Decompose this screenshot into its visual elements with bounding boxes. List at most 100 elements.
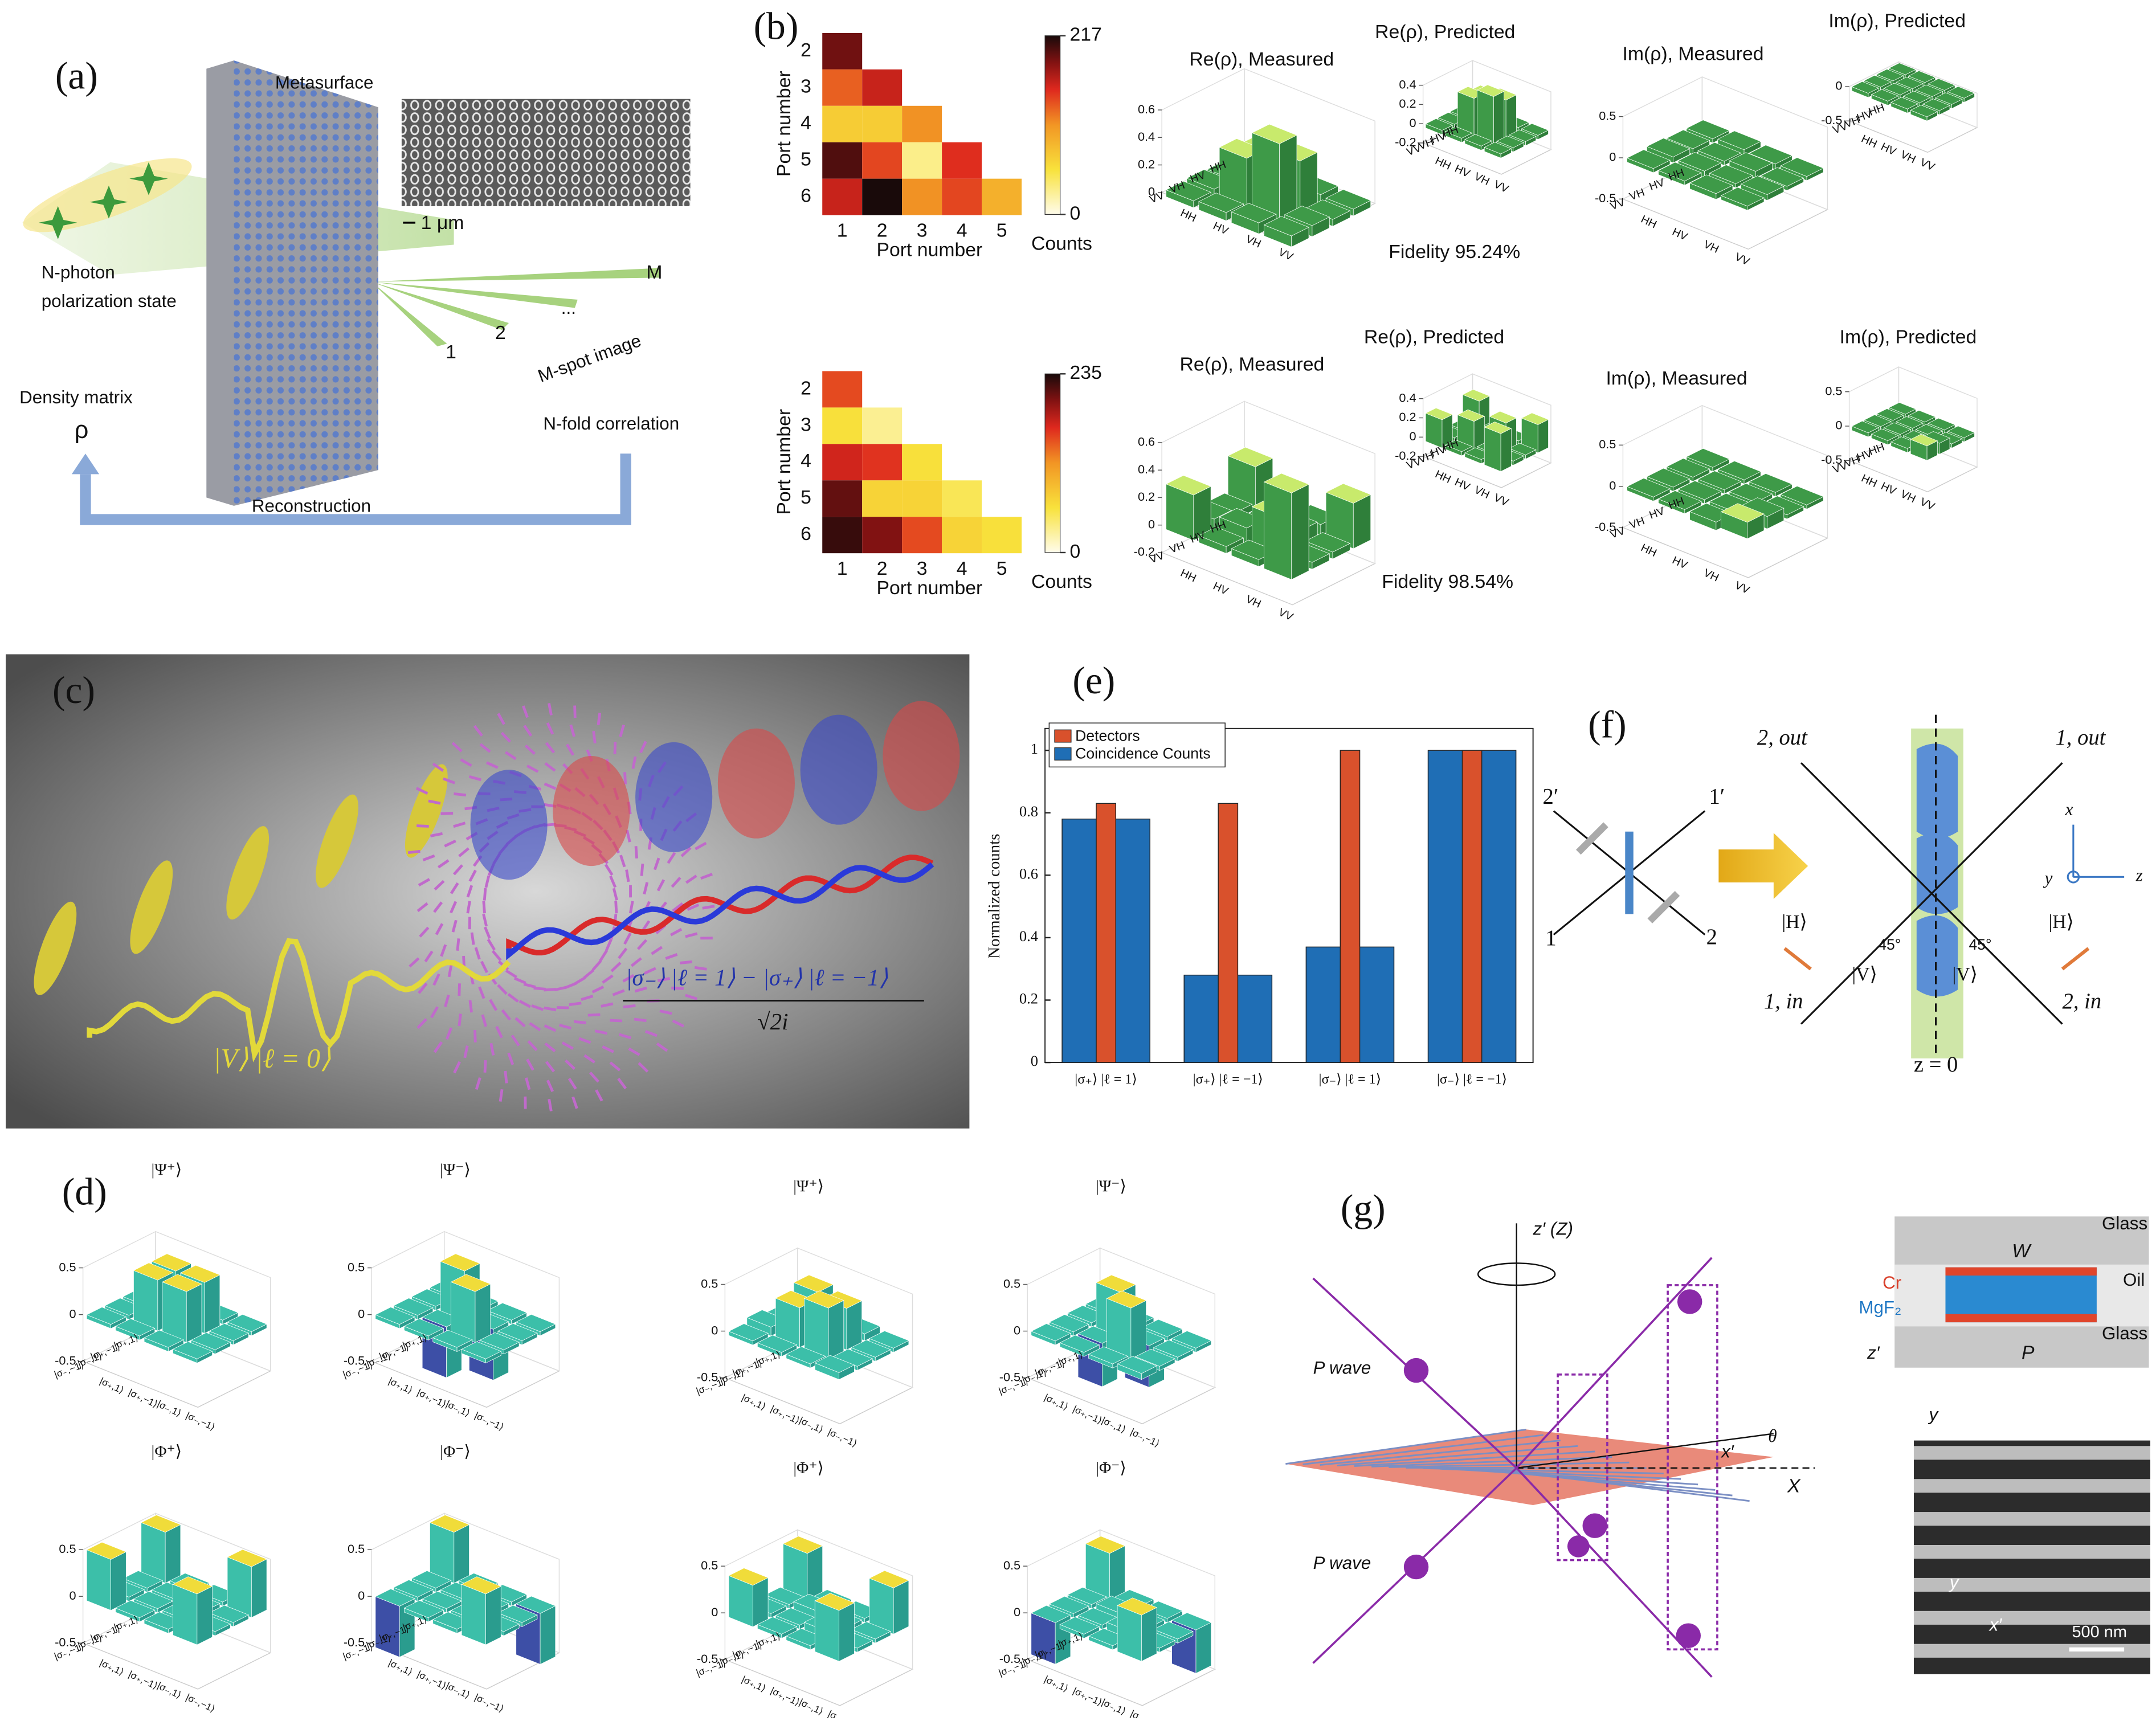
sem-stripe [1914,1479,2150,1493]
heatmap-cell [942,480,982,517]
label: Port number [773,71,795,177]
bar-3d [173,1577,212,1645]
heatmap-cell [862,517,902,553]
heatmap-cell [822,517,862,553]
label: |H⟩ [2048,911,2073,933]
heatmap-cell [902,444,942,480]
basis-label: VV [1733,251,1751,268]
basis-label: HH [1639,214,1658,231]
label: Fidelity 95.24% [1389,241,1520,263]
z-tick-label: 0.5 [348,1260,365,1274]
z-tick-label: 0.5 [1599,437,1616,451]
heatmap-col-label: 3 [917,219,928,241]
y-tick-label: 1 [1031,740,1038,757]
heatmap-cell [982,517,1022,553]
label: 45° [1969,936,1991,953]
basis-label: |σ₋,1⟩ [1100,1697,1128,1717]
z-tick-label: 0 [69,1306,76,1321]
bar-3d [815,1593,854,1662]
label: Glass [2102,1213,2147,1233]
label: ... [561,298,576,318]
plot-title: |Ψ⁻⟩ [1096,1177,1126,1195]
basis-label: |σ₋,1⟩ [798,1697,825,1717]
bar-face [1196,1622,1211,1674]
label: z [2135,865,2143,885]
z-tick-label: 0 [1609,150,1616,164]
bar-face [839,1603,855,1662]
bar-face [165,1524,181,1583]
heatmap-row-label: 2 [801,377,811,399]
panel-f-illustration [1554,715,2124,1058]
panel-label: (g) [1341,1187,1386,1230]
heatmap-col-label: 4 [957,219,967,241]
heatmap-cell [822,33,862,70]
z-tick-label: 0 [1409,429,1416,443]
bar-3d [1106,1291,1146,1359]
basis-label: VV [1276,246,1295,263]
basis-label: |σ₊,1⟩ [740,1392,767,1412]
bar-face [251,1559,267,1618]
z-tick-label: 0.2 [1399,410,1416,424]
plot-title: |Φ⁺⟩ [793,1459,824,1477]
y-tick-label: 0.6 [1019,865,1038,882]
z-tick-label: 0.4 [1399,390,1416,404]
label: Density matrix [19,387,133,407]
bar-face [186,1284,202,1343]
bar-face [1141,1608,1157,1661]
bar-face [1538,419,1548,453]
basis-label: |σ₊,1⟩ [1043,1674,1070,1694]
bar-face [893,1580,909,1634]
panel-label: (f) [1588,703,1626,746]
bar-3d [1484,422,1511,472]
heatmap-cell [822,142,862,179]
bar-3d [805,1291,844,1359]
label: 2, in [2063,990,2102,1013]
label: 1′ [1709,785,1725,809]
bar-face [111,1552,126,1610]
label: M-spot image [535,330,643,386]
label: N-fold correlation [543,414,679,434]
heatmap-row-label: 3 [801,414,811,435]
panel-label: (c) [52,669,95,712]
x-tick-label: |σ₊⟩ |ℓ = −1⟩ [1193,1072,1263,1087]
bar-face [454,1524,469,1583]
label: |σ₋⟩ |ℓ = 1⟩ − |σ₊⟩ |ℓ = −1⟩ [626,964,888,991]
oam-spiral [471,770,548,880]
legend-swatch [1055,730,1071,742]
basis-label: |σ₊,1⟩ [387,1375,414,1396]
panel-a-illustration [16,60,691,520]
z-tick-label: 0 [1409,116,1416,130]
y-tick-label: 0.4 [1019,927,1038,945]
label: |V⟩ |ℓ = 0⟩ [213,1044,331,1074]
label: W [2012,1240,2032,1262]
basis-label: |σ₋,1⟩ [156,1680,183,1700]
label: Metasurface [275,72,374,92]
bar-face [1501,428,1511,471]
z-tick-label: 0 [1835,79,1842,93]
heatmap-cell [942,517,982,553]
z-tick-label: 0 [358,1306,365,1321]
heatmap-cell [862,480,902,517]
z-tick-label: 0.5 [701,1276,718,1290]
heatmap-cell [902,179,942,215]
label: √2i [757,1008,788,1035]
colorbar [1045,36,1060,215]
bar-3d [1477,85,1504,144]
z-tick-label: 0.5 [1599,108,1616,122]
label: MgF₂ [1859,1297,1901,1317]
plot-title: |Ψ⁻⟩ [440,1160,471,1179]
plot-title: Im(ρ), Measured [1622,43,1763,64]
legend-label: Detectors [1075,727,1140,744]
z-tick-label: 0 [1014,1605,1020,1619]
panel-label: (b) [754,5,799,48]
basis-label: |σ₋,−1⟩ [473,1410,505,1433]
z-tick-label: 0.4 [1138,462,1155,476]
label: Fidelity 98.54% [1382,571,1513,592]
basis-label: HV [1671,554,1689,571]
heatmap-cell [862,142,902,179]
bar-face [815,1601,839,1661]
heatmap-cell [822,106,862,142]
plot-title: |Φ⁻⟩ [440,1442,471,1461]
z-tick-label: 0 [711,1605,718,1619]
